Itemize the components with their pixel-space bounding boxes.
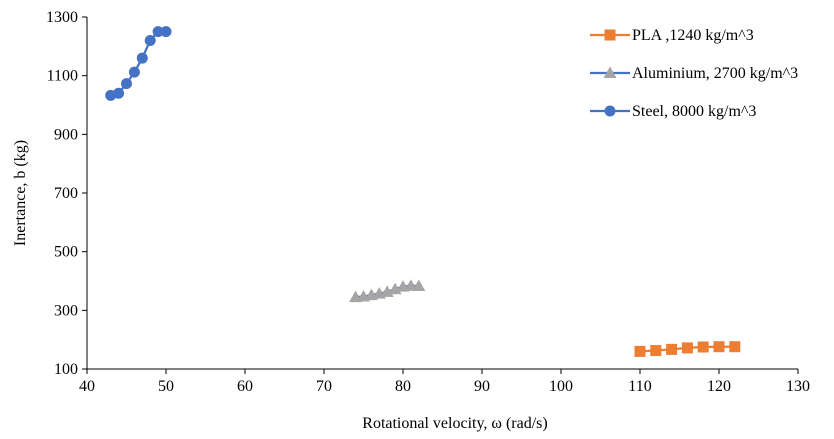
data-point bbox=[650, 345, 662, 357]
data-point bbox=[681, 342, 693, 354]
data-point bbox=[729, 341, 741, 353]
series-line bbox=[110, 30, 166, 97]
x-tick-label: 80 bbox=[395, 378, 411, 395]
x-tick-label: 100 bbox=[549, 378, 573, 395]
y-tick-label: 900 bbox=[54, 126, 78, 143]
data-point bbox=[113, 87, 125, 99]
data-point bbox=[152, 26, 164, 38]
x-tick-label: 40 bbox=[79, 378, 95, 395]
legend-item: Aluminium, 2700 kg/m^3 bbox=[590, 65, 798, 82]
x-tick-label: 90 bbox=[474, 378, 490, 395]
y-tick-label: 1300 bbox=[46, 9, 78, 26]
x-axis-title: Rotational velocity, ω (rad/s) bbox=[362, 415, 547, 432]
data-point bbox=[128, 66, 140, 78]
legend-item: Steel, 8000 kg/m^3 bbox=[590, 103, 756, 120]
data-point bbox=[136, 52, 148, 64]
plot-area bbox=[105, 26, 741, 357]
x-tick-label: 60 bbox=[237, 378, 253, 395]
legend-label: Steel, 8000 kg/m^3 bbox=[632, 103, 756, 120]
data-point bbox=[121, 78, 132, 90]
data-point bbox=[144, 34, 156, 46]
data-point bbox=[412, 279, 426, 291]
y-tick-label: 500 bbox=[54, 244, 78, 261]
x-tick-label: 110 bbox=[628, 378, 651, 395]
y-tick-label: 100 bbox=[54, 361, 78, 378]
y-tick-label: 1100 bbox=[47, 68, 78, 85]
data-point bbox=[713, 341, 725, 353]
legend-marker bbox=[603, 66, 617, 78]
series-square bbox=[634, 341, 741, 357]
x-tick-label: 70 bbox=[316, 378, 332, 395]
series-circle bbox=[105, 26, 172, 101]
x-tick-label: 50 bbox=[158, 378, 174, 395]
y-tick-label: 300 bbox=[54, 302, 78, 319]
x-tick-label: 120 bbox=[707, 378, 731, 395]
legend-marker bbox=[604, 105, 616, 117]
data-point bbox=[697, 341, 709, 353]
data-point bbox=[666, 343, 678, 355]
data-point bbox=[634, 345, 646, 357]
x-tick-label: 130 bbox=[786, 378, 810, 395]
axes: 40 50 60 70 80 90 100 110 120 130 100 300 500 700 900 1… bbox=[46, 9, 810, 395]
legend-item: PLA ,1240 kg/m^3 bbox=[590, 27, 754, 44]
y-tick-label: 700 bbox=[54, 185, 78, 202]
y-axis-title: Inertance, b (kg) bbox=[12, 140, 29, 246]
legend-label: Aluminium, 2700 kg/m^3 bbox=[632, 65, 798, 82]
legend: PLA ,1240 kg/m^3 Aluminium, 2700 kg/m^3 St… bbox=[590, 27, 798, 120]
data-point bbox=[160, 26, 172, 38]
legend-label: PLA ,1240 kg/m^3 bbox=[632, 27, 754, 44]
series-triangle bbox=[349, 279, 426, 303]
legend-marker bbox=[604, 29, 616, 41]
